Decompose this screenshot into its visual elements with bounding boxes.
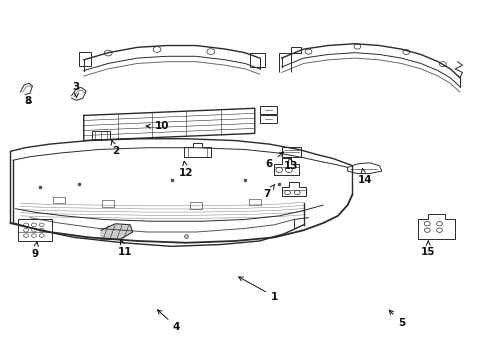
Bar [18, 220, 52, 241]
Text: 10: 10 [146, 121, 169, 131]
Polygon shape [101, 224, 133, 239]
Text: 8: 8 [24, 96, 31, 106]
Bar [250, 53, 265, 67]
Text: 1: 1 [239, 277, 278, 302]
Text: 6: 6 [266, 152, 284, 169]
Text: 15: 15 [421, 241, 436, 257]
Text: 11: 11 [118, 240, 132, 257]
Text: 2: 2 [111, 140, 119, 156]
Bar [282, 147, 301, 157]
Text: 12: 12 [179, 161, 194, 178]
Text: 3: 3 [73, 82, 80, 98]
Text: 4: 4 [157, 310, 180, 332]
Text: 7: 7 [263, 184, 275, 199]
Bar [260, 115, 277, 123]
Text: 13: 13 [284, 158, 299, 171]
Bar [92, 131, 110, 139]
Bar [260, 106, 277, 114]
Text: 14: 14 [357, 168, 372, 185]
Text: 5: 5 [389, 310, 405, 328]
Bar [79, 51, 91, 66]
Text: 9: 9 [31, 242, 38, 258]
